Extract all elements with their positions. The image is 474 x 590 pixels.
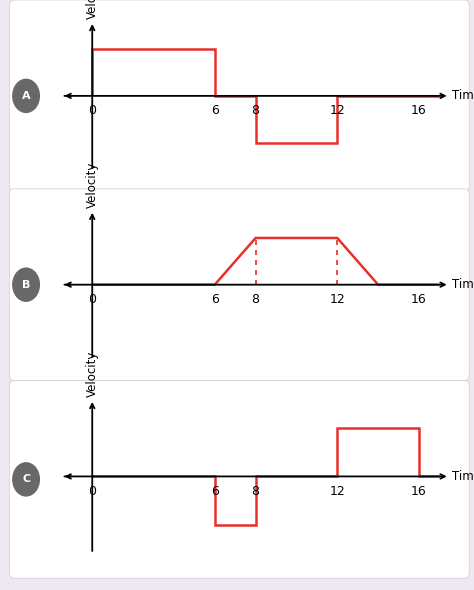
Text: 12: 12 [329, 104, 345, 117]
Text: Velocity: Velocity [86, 161, 99, 208]
Text: 8: 8 [252, 293, 260, 306]
Text: Time: Time [452, 89, 474, 103]
Text: 6: 6 [211, 104, 219, 117]
Text: 12: 12 [329, 293, 345, 306]
Text: 0: 0 [88, 293, 96, 306]
Text: B: B [22, 280, 30, 290]
Text: 6: 6 [211, 293, 219, 306]
Text: Time: Time [452, 470, 474, 483]
Text: 16: 16 [411, 485, 427, 498]
Text: 0: 0 [88, 104, 96, 117]
Text: 12: 12 [329, 485, 345, 498]
Text: Velo: Velo [86, 0, 99, 19]
Text: 0: 0 [88, 485, 96, 498]
Text: 16: 16 [411, 104, 427, 117]
Text: 8: 8 [252, 104, 260, 117]
Text: Time: Time [452, 278, 474, 291]
Text: 16: 16 [411, 293, 427, 306]
Text: Velocity: Velocity [86, 350, 99, 396]
Text: 8: 8 [252, 485, 260, 498]
Text: 6: 6 [211, 485, 219, 498]
Text: C: C [22, 474, 30, 484]
Text: A: A [22, 91, 30, 101]
